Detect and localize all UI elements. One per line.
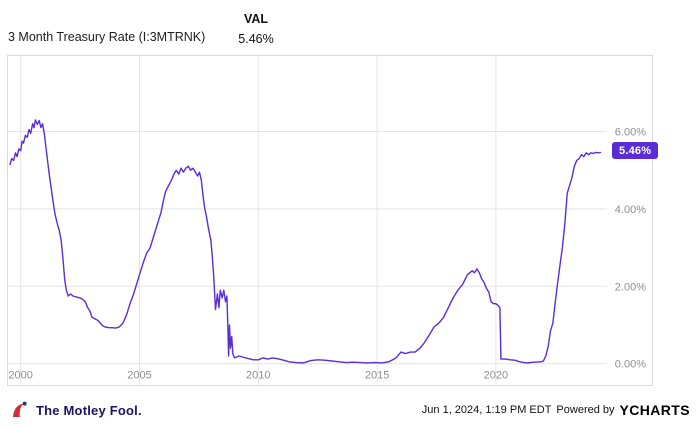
treasury-rate-line — [9, 119, 602, 364]
chart-timestamp: Jun 1, 2024, 1:19 PM EDT — [421, 404, 552, 416]
x-tick-label: 2010 — [246, 370, 270, 382]
val-current-value: 5.46% — [238, 32, 274, 46]
value-column: VAL 5.46% — [220, 12, 292, 46]
chart-title: 3 Month Treasury Rate (I:3MTRNK) — [8, 30, 206, 44]
x-tick-label: 2020 — [484, 370, 508, 382]
y-tick-label: 6.00% — [615, 126, 646, 138]
footer: The Motley Fool. Jun 1, 2024, 1:19 PM ED… — [0, 392, 700, 428]
chart-plot-area: 2000 2005 2010 2015 2020 0.00% 2.00% 4.00% 6.00% — [7, 55, 653, 386]
x-tick-label: 2000 — [8, 370, 32, 382]
y-tick-label: 4.00% — [615, 204, 646, 216]
motley-fool-logo: The Motley Fool. — [10, 401, 142, 419]
footer-attribution: Jun 1, 2024, 1:19 PM EDT Powered by YCHA… — [422, 402, 690, 418]
motley-fool-wordmark: The Motley Fool. — [36, 402, 142, 418]
ycharts-logo[interactable]: YCHARTS — [619, 402, 690, 418]
y-tick-label: 2.00% — [615, 281, 646, 293]
y-tick-label: 0.00% — [615, 359, 646, 371]
val-column-header: VAL — [243, 12, 269, 26]
powered-by-label: Powered by — [556, 404, 615, 416]
x-tick-label: 2015 — [365, 370, 389, 382]
last-value-badge: 5.46% — [612, 142, 659, 160]
x-tick-label: 2005 — [127, 370, 151, 382]
motley-fool-hat-icon — [13, 401, 27, 417]
chart-canvas: 2000 2005 2010 2015 2020 0.00% 2.00% 4.00% 6.00% — [8, 56, 646, 385]
